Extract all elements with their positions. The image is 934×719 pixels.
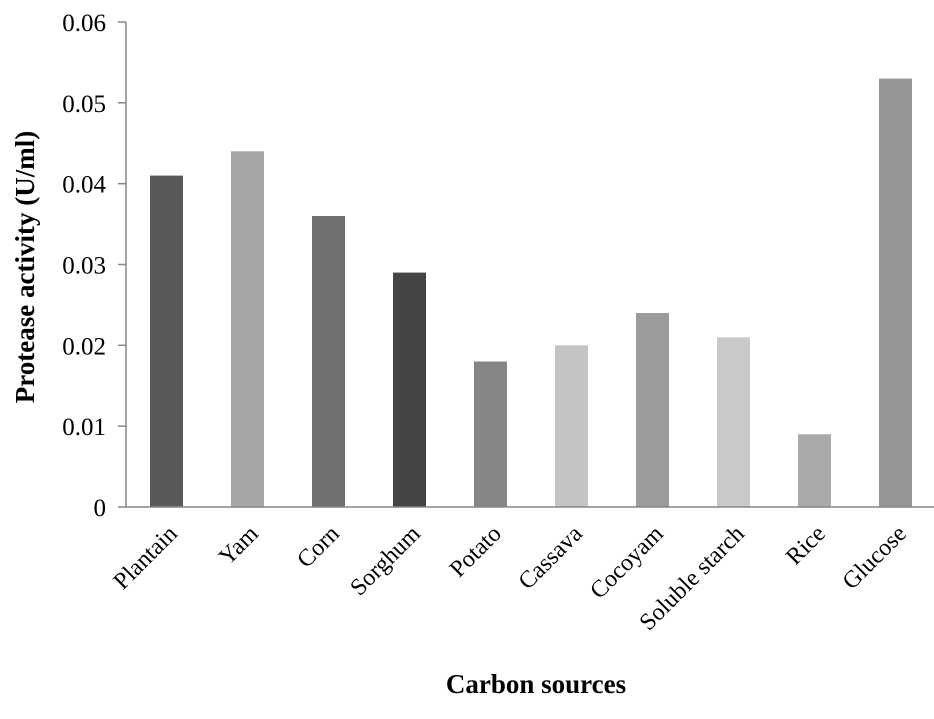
bar-cassava (555, 345, 588, 507)
bar-rice (798, 434, 831, 508)
x-tick-label: Yam (214, 521, 264, 571)
x-axis-title: Carbon sources (446, 669, 626, 699)
x-tick-label: Rice (781, 521, 830, 570)
x-tick-label: Sorghum (345, 521, 426, 602)
bar-plantain (150, 175, 183, 507)
x-tick-label: Cocoyam (585, 521, 669, 605)
bar-cocoyam (636, 313, 669, 507)
x-tick-label: Potato (445, 521, 507, 583)
x-tick-label: Glucose (838, 521, 912, 595)
x-tick-labels-group: Plantain Yam Corn Sorghum Potato CassavaCocoy… (109, 521, 912, 636)
y-tick-label: 0.03 (62, 253, 106, 280)
x-tick-label: Cassava (514, 521, 588, 595)
bar-sorghum (393, 272, 426, 507)
y-tick-label: 0.06 (62, 10, 106, 37)
bar-soluble-starch (717, 337, 750, 508)
y-tick-label: 0.02 (62, 333, 106, 360)
y-tick-label: 0.05 (62, 91, 106, 118)
y-tick-label: 0 (94, 495, 107, 522)
y-tick-label: 0.01 (62, 414, 106, 441)
x-tick-label: Corn (292, 521, 344, 573)
bar-yam (231, 151, 264, 508)
y-tick-label: 0.04 (62, 172, 106, 199)
y-ticks-group: 0 0.01 0.02 0.03 0.04 0.05 0.06 (62, 10, 126, 522)
bars-group (150, 78, 912, 508)
y-axis-title: Protease activity (U/ml) (10, 131, 40, 403)
bar-potato (474, 361, 507, 507)
bar-glucose (879, 78, 912, 507)
x-tick-label: Plantain (109, 521, 183, 595)
bar-corn (312, 216, 345, 507)
